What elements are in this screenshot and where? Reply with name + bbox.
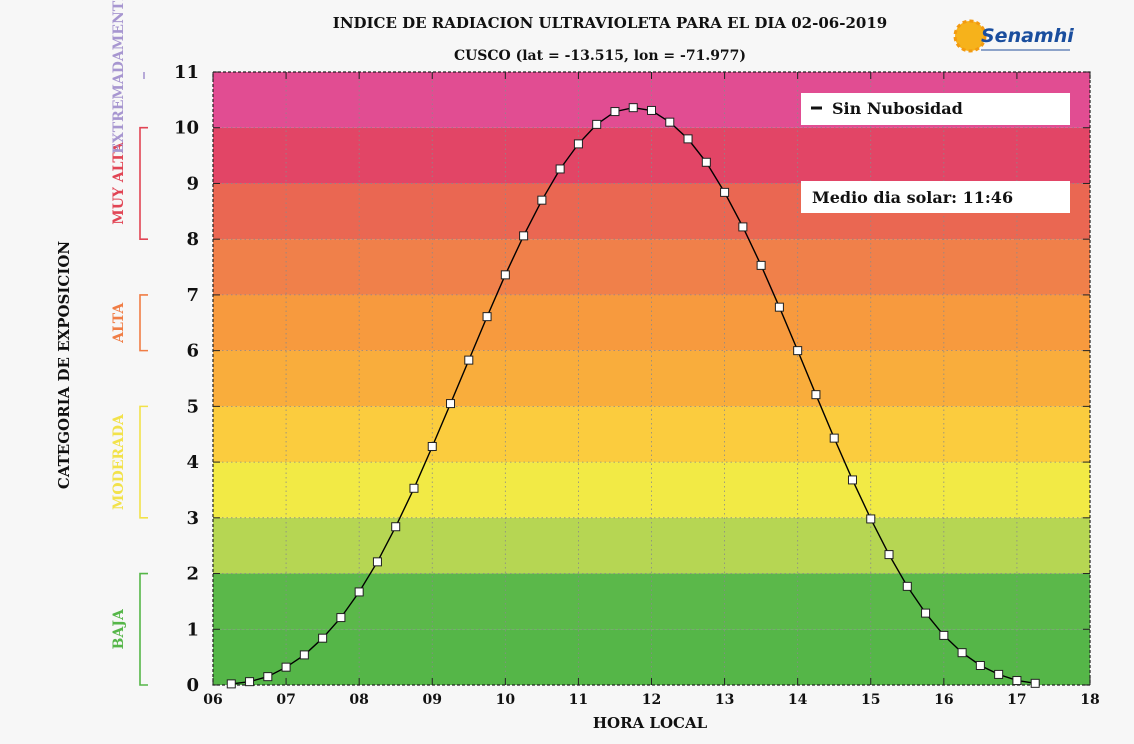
data-point: [1030, 678, 1040, 688]
x-tick-label: 07: [276, 692, 295, 708]
solar-noon-label: Medio dia solar: 11:46: [812, 188, 1013, 207]
y-tick-label: 8: [186, 229, 199, 250]
data-point: [446, 399, 456, 409]
chart-title: INDICE DE RADIACION ULTRAVIOLETA PARA EL…: [333, 14, 887, 32]
data-point: [519, 231, 529, 241]
solar-noon-box: Medio dia solar: 11:46: [801, 181, 1070, 213]
category-label: ALTA: [111, 302, 127, 344]
data-point: [793, 346, 803, 356]
x-tick-label: 09: [423, 692, 442, 708]
data-point: [939, 630, 949, 640]
y-tick-label: 10: [174, 118, 199, 139]
y-tick-label: 5: [186, 396, 199, 417]
logo-wordmark: Senamhi: [981, 25, 1074, 47]
data-point: [336, 613, 346, 623]
data-point: [245, 677, 255, 687]
data-point: [537, 195, 547, 205]
legend-label: Sin Nubosidad: [832, 99, 963, 118]
y-tick-label: 2: [186, 564, 199, 585]
y-axis-title: CATEGORIA DE EXPOSICION: [55, 241, 73, 490]
y-tick-label: 0: [186, 675, 199, 696]
data-point: [372, 557, 382, 567]
data-point: [573, 139, 583, 149]
uv-band-9: [213, 127, 1090, 184]
category-bracket: [139, 294, 148, 352]
y-tick-label: 7: [186, 285, 199, 306]
data-point: [628, 103, 638, 113]
logo-sun-icon: [953, 19, 987, 53]
data-point: [756, 260, 766, 270]
x-tick-label: 11: [569, 692, 588, 708]
legend: Sin Nubosidad: [801, 93, 1070, 125]
y-tick-label: 4: [186, 452, 199, 473]
data-point: [318, 633, 328, 643]
category-bracket: [139, 572, 148, 686]
data-point: [226, 679, 236, 689]
data-point: [683, 134, 693, 144]
x-tick-label: 16: [934, 692, 953, 708]
data-point: [299, 650, 309, 660]
x-tick-label: 10: [496, 692, 516, 708]
chart-subtitle: CUSCO (lat = -13.515, lon = -71.977): [454, 48, 746, 64]
data-point: [555, 164, 565, 174]
data-point: [902, 581, 912, 591]
x-tick-label: 14: [788, 692, 808, 708]
category-label: EXTREMADAMENTE: [111, 0, 127, 154]
data-point: [701, 157, 711, 167]
x-tick-label: 06: [203, 692, 222, 708]
data-point: [720, 187, 730, 197]
data-point: [847, 475, 857, 485]
data-point: [427, 441, 437, 451]
data-point: [647, 105, 656, 115]
data-point: [665, 117, 675, 127]
data-point: [811, 390, 821, 400]
x-tick-label: 08: [349, 692, 368, 708]
category-label: MUY ALTA: [111, 141, 127, 225]
data-point: [774, 302, 784, 312]
data-point: [464, 355, 474, 365]
y-tick-label: 11: [174, 62, 199, 83]
data-point: [610, 107, 620, 117]
data-point: [738, 222, 748, 232]
senamhi-logo: Senamhi: [953, 19, 1074, 53]
data-point: [263, 672, 273, 682]
x-tick-label: 18: [1080, 692, 1099, 708]
category-bracket: [139, 405, 148, 519]
x-tick-label: 15: [861, 692, 880, 708]
data-point: [1012, 676, 1022, 686]
solar-noon-background: [801, 181, 1070, 213]
data-point: [391, 522, 401, 532]
y-tick-label: 6: [186, 341, 199, 362]
data-point: [592, 119, 602, 129]
legend-box: [801, 93, 1070, 125]
uv-band-4: [213, 406, 1090, 463]
y-tick-label: 3: [186, 508, 199, 529]
category-label: BAJA: [111, 608, 127, 649]
data-point: [409, 483, 419, 493]
y-tick-label: 9: [186, 173, 199, 194]
data-point: [354, 587, 364, 597]
uv-band-6: [213, 294, 1090, 351]
data-point: [281, 662, 291, 672]
data-point: [994, 669, 1004, 679]
data-point: [957, 648, 967, 658]
uv-band-1: [213, 573, 1090, 630]
x-axis-title: HORA LOCAL: [593, 714, 708, 732]
x-tick-label: 12: [642, 692, 661, 708]
data-point: [975, 660, 985, 670]
category-label: MODERADA: [111, 413, 127, 510]
data-point: [829, 433, 839, 443]
y-tick-label: 1: [186, 619, 199, 640]
x-tick-label: 13: [715, 692, 734, 708]
data-point: [500, 270, 510, 280]
data-point: [482, 312, 492, 322]
category-bracket: [139, 126, 148, 240]
data-point: [884, 550, 894, 560]
data-point: [866, 514, 876, 524]
data-point: [921, 608, 931, 618]
x-tick-label: 17: [1007, 692, 1026, 708]
